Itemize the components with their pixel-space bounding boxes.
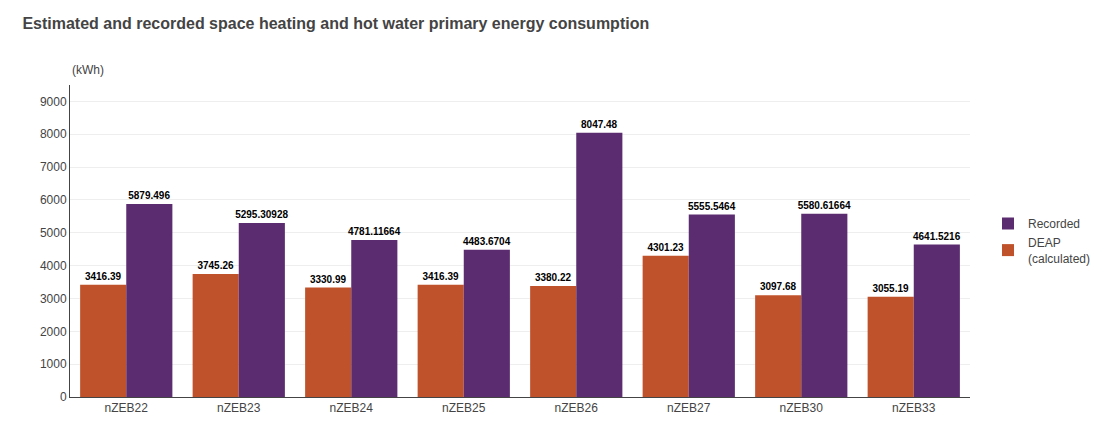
svg-text:Estimated and recorded space h: Estimated and recorded space heating and…: [22, 15, 649, 32]
svg-text:5879.496: 5879.496: [128, 190, 170, 201]
svg-text:nZEB26: nZEB26: [555, 401, 599, 415]
svg-text:4301.23: 4301.23: [647, 242, 684, 253]
svg-text:4641.5216: 4641.5216: [913, 231, 961, 242]
svg-text:3330.99: 3330.99: [310, 274, 347, 285]
svg-text:2000: 2000: [40, 325, 67, 339]
svg-text:8047.48: 8047.48: [581, 119, 618, 130]
svg-text:4483.6704: 4483.6704: [463, 236, 511, 247]
svg-text:nZEB22: nZEB22: [105, 401, 149, 415]
svg-text:nZEB23: nZEB23: [217, 401, 261, 415]
svg-text:3416.39: 3416.39: [85, 271, 122, 282]
svg-text:1000: 1000: [40, 357, 67, 371]
svg-text:3416.39: 3416.39: [422, 271, 459, 282]
svg-text:Recorded: Recorded: [1028, 217, 1080, 231]
svg-text:3000: 3000: [40, 292, 67, 306]
svg-text:8000: 8000: [40, 127, 67, 141]
svg-text:5295.30928: 5295.30928: [235, 209, 288, 220]
svg-text:5580.61664: 5580.61664: [798, 200, 851, 211]
svg-text:5000: 5000: [40, 226, 67, 240]
svg-text:3380.22: 3380.22: [535, 272, 572, 283]
svg-text:5555.5464: 5555.5464: [688, 201, 736, 212]
svg-text:9000: 9000: [40, 95, 67, 109]
svg-text:7000: 7000: [40, 160, 67, 174]
svg-text:0: 0: [60, 390, 67, 404]
svg-text:3097.68: 3097.68: [760, 281, 797, 292]
svg-text:nZEB30: nZEB30: [780, 401, 824, 415]
svg-text:4781.11664: 4781.11664: [348, 226, 401, 237]
svg-text:nZEB27: nZEB27: [667, 401, 711, 415]
svg-text:(kWh): (kWh): [72, 63, 104, 77]
svg-text:6000: 6000: [40, 193, 67, 207]
svg-text:nZEB24: nZEB24: [330, 401, 374, 415]
svg-text:nZEB25: nZEB25: [442, 401, 486, 415]
svg-text:3745.26: 3745.26: [197, 260, 234, 271]
svg-text:3055.19: 3055.19: [872, 283, 909, 294]
svg-text:4000: 4000: [40, 259, 67, 273]
svg-text:nZEB33: nZEB33: [892, 401, 936, 415]
svg-text:DEAP(calculated): DEAP(calculated): [1028, 236, 1090, 266]
